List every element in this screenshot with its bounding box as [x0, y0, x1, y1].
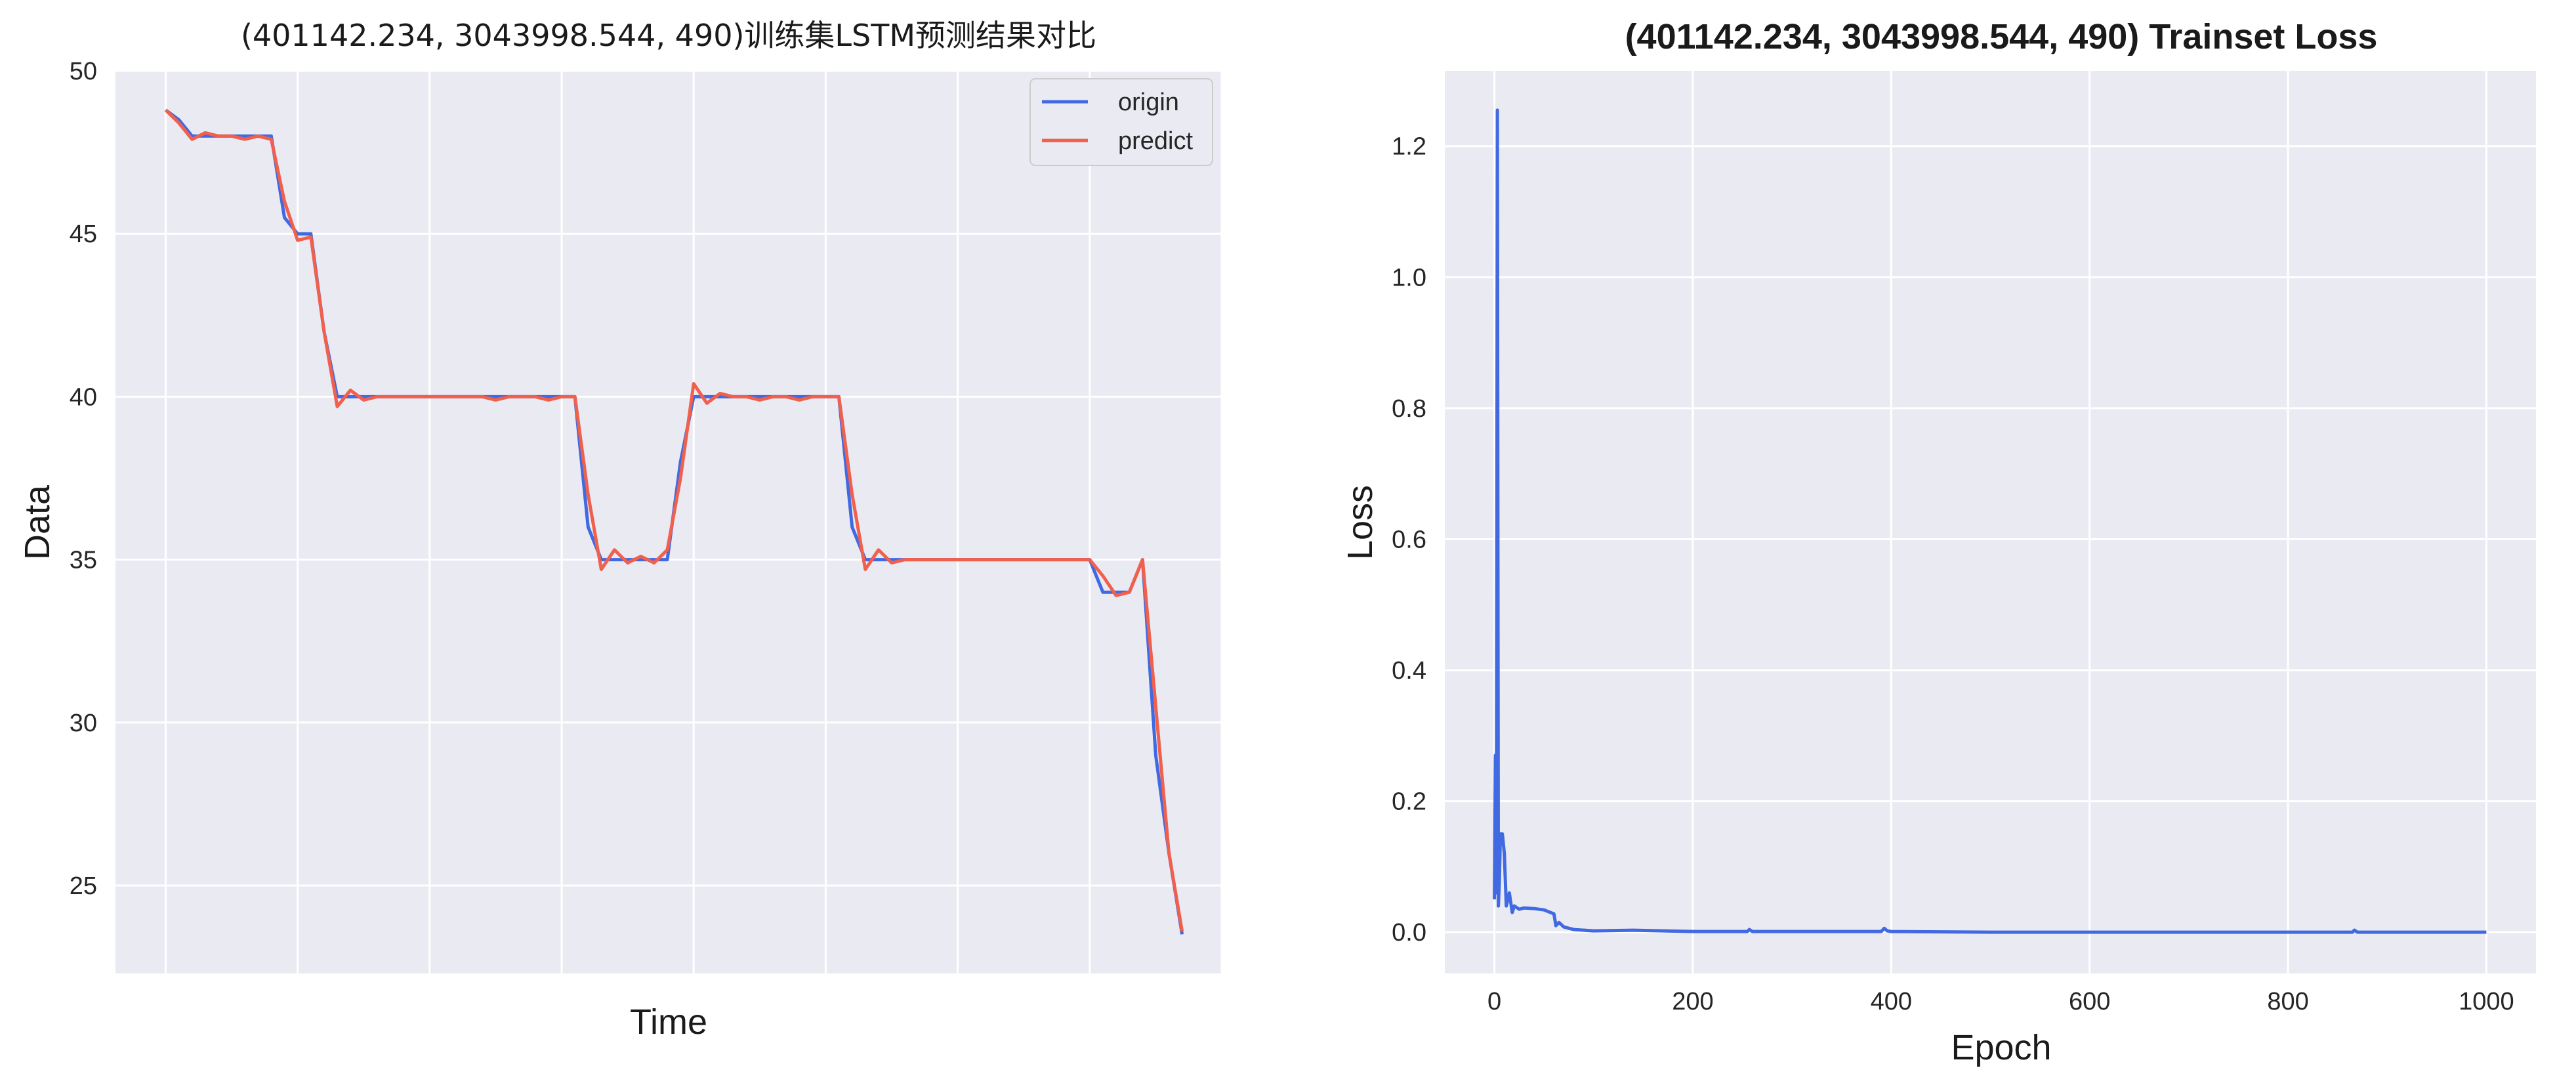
- chart2-y-tick-label: 0.4: [1392, 657, 1426, 685]
- chart2-x-tick-label: 1000: [2459, 988, 2514, 1015]
- chart2-x-tick-label: 200: [1672, 988, 1713, 1015]
- chart1-y-axis-label: Data: [18, 484, 57, 560]
- chart2-y-tick-label: 0.0: [1392, 919, 1426, 947]
- chart2-y-tick-label: 0.2: [1392, 788, 1426, 816]
- chart1-y-tick-label: 35: [70, 547, 97, 574]
- chart2-loss-series: [1493, 108, 2487, 934]
- prediction-comparison-chart: 25 30 35 40 45 50 (401142.234, 3043998.544, 4…: [18, 18, 1223, 1042]
- chart1-plot-area: [115, 71, 1222, 973]
- chart1-title: (401142.234, 3043998.544, 490)训练集LSTM预测结…: [241, 18, 1096, 53]
- chart2-y-axis-label: Loss: [1340, 485, 1380, 560]
- chart2-x-ticks: 0 200 400 600 800 1000: [1487, 988, 2514, 1015]
- chart1-legend: origin predict: [1029, 78, 1213, 166]
- chart1-y-tick-label: 40: [70, 383, 97, 411]
- chart2-y-tick-label: 1.2: [1392, 133, 1426, 161]
- legend-label-predict: predict: [1118, 127, 1193, 155]
- chart2-series: [1493, 108, 2487, 934]
- chart1-y-tick-label: 45: [70, 221, 97, 248]
- chart2-x-tick-label: 0: [1487, 988, 1501, 1015]
- chart2-grid: [1445, 71, 2536, 973]
- chart2-y-tick-label: 0.6: [1392, 526, 1426, 553]
- chart1-grid: [115, 70, 1223, 973]
- chart2-x-tick-label: 600: [2069, 988, 2110, 1015]
- chart1-x-axis-label: Time: [630, 1002, 707, 1042]
- chart1-y-ticks: 25 30 35 40 45 50: [70, 58, 97, 900]
- chart2-title: (401142.234, 3043998.544, 490) Trainset …: [1625, 17, 2378, 56]
- chart1-y-tick-label: 25: [70, 872, 97, 900]
- chart2-y-tick-label: 0.8: [1392, 395, 1426, 423]
- chart1-series-predict: [164, 108, 1184, 931]
- legend-label-origin: origin: [1118, 89, 1179, 116]
- chart2-y-ticks: 0.0 0.2 0.4 0.6 0.8 1.0 1.2: [1392, 133, 1426, 947]
- trainset-loss-chart: 0.00.20.40.60.81.01.2 0 200 400 600 800 1000 …: [1340, 17, 2536, 1067]
- chart2-plot-area: [1445, 71, 2536, 973]
- chart1-y-tick-label: 50: [70, 58, 97, 85]
- chart2-x-axis-label: Epoch: [1951, 1028, 2051, 1067]
- chart2-x-tick-label: 400: [1871, 988, 1912, 1015]
- chart1-series: [164, 108, 1184, 935]
- chart1-y-tick-label: 30: [70, 710, 97, 737]
- chart2-x-tick-label: 800: [2267, 988, 2308, 1015]
- chart2-y-tick-label: 1.0: [1392, 264, 1426, 291]
